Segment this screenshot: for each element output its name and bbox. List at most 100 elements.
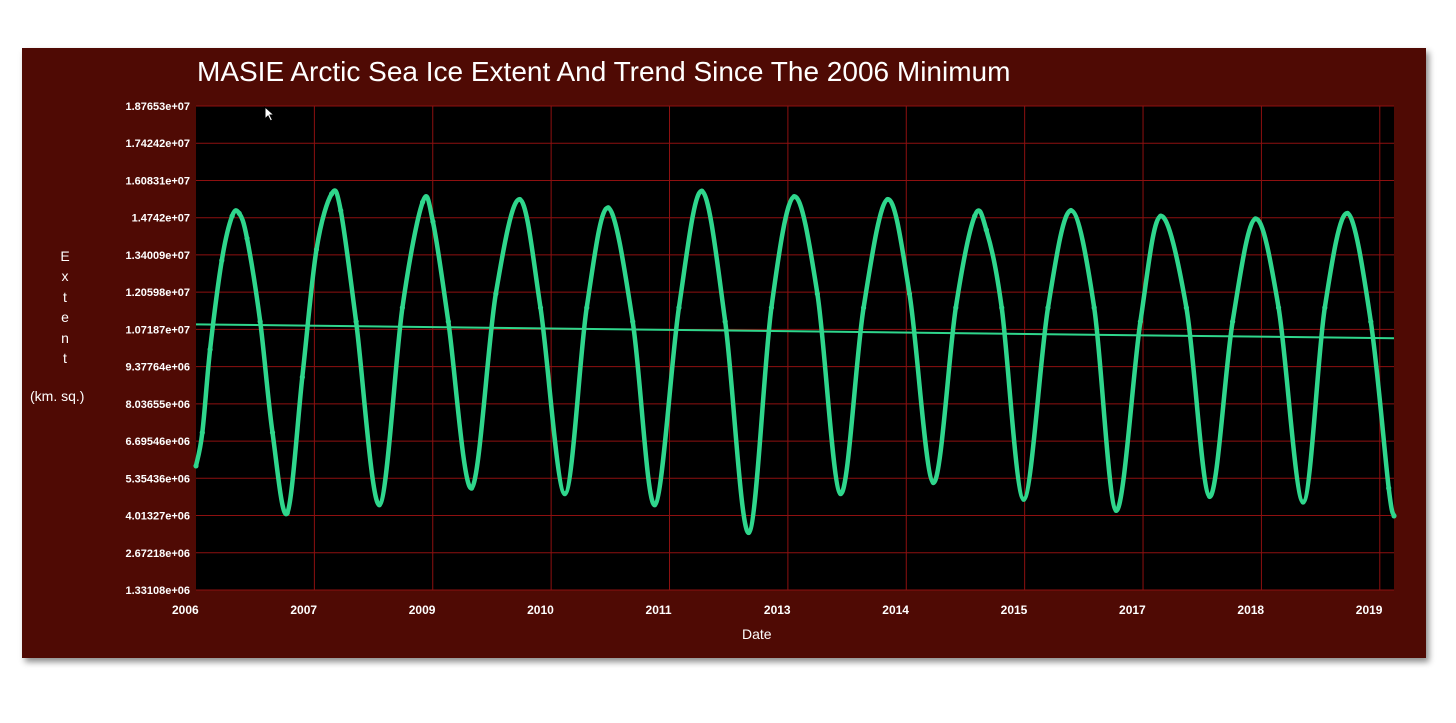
extent-data-point bbox=[1229, 318, 1236, 325]
y-axis-label-letter: E bbox=[60, 248, 70, 264]
extent-data-point bbox=[791, 194, 797, 200]
extent-data-point bbox=[676, 305, 682, 311]
extent-data-point bbox=[229, 213, 235, 219]
extent-data-point bbox=[884, 196, 891, 203]
extent-data-point bbox=[999, 305, 1005, 311]
extent-data-point bbox=[1322, 305, 1328, 311]
extent-data-point bbox=[1300, 499, 1306, 505]
x-tick-label: 2010 bbox=[527, 603, 554, 617]
extent-data-point bbox=[630, 318, 636, 325]
plot-area bbox=[196, 106, 1394, 590]
extent-data-point bbox=[537, 305, 544, 311]
x-tick-label: 2009 bbox=[409, 603, 436, 617]
extent-data-point bbox=[338, 207, 344, 214]
y-axis-label-letter: e bbox=[61, 309, 69, 326]
extent-data-point bbox=[837, 491, 844, 497]
y-axis-units: (km. sq.) bbox=[30, 388, 85, 404]
mouse-cursor-icon bbox=[264, 106, 276, 122]
extent-data-point bbox=[1021, 496, 1027, 502]
extent-data-point bbox=[1045, 305, 1051, 311]
x-tick-label: 2017 bbox=[1119, 603, 1146, 617]
y-tick-label: 6.69546e+06 bbox=[125, 436, 190, 448]
x-tick-label: 2019 bbox=[1356, 603, 1383, 617]
extent-data-point bbox=[430, 219, 436, 225]
extent-data-point bbox=[746, 529, 752, 536]
extent-data-point bbox=[1386, 485, 1392, 491]
y-tick-label: 1.87653e+07 bbox=[125, 101, 190, 113]
extent-data-point bbox=[1368, 318, 1374, 325]
extent-data-point bbox=[1113, 507, 1119, 513]
y-tick-label: 4.01327e+06 bbox=[125, 511, 190, 523]
y-tick-label: 1.4742e+07 bbox=[132, 213, 190, 225]
extent-data-point bbox=[299, 374, 305, 380]
extent-data-point bbox=[244, 235, 250, 241]
extent-data-point bbox=[983, 227, 989, 233]
y-tick-label: 1.07187e+07 bbox=[125, 324, 190, 336]
extent-data-point bbox=[1344, 210, 1351, 216]
extent-data-point bbox=[517, 196, 523, 203]
extent-data-point bbox=[814, 291, 820, 297]
extent-data-point bbox=[972, 213, 978, 219]
y-tick-label: 5.35436e+06 bbox=[125, 473, 190, 485]
y-tick-label: 1.60831e+07 bbox=[125, 175, 190, 187]
x-tick-label: 2015 bbox=[1001, 603, 1028, 617]
extent-data-point bbox=[953, 305, 959, 311]
extent-data-point bbox=[906, 291, 913, 297]
extent-data-point bbox=[605, 205, 611, 211]
extent-data-point bbox=[468, 485, 475, 491]
extent-data-point bbox=[193, 463, 199, 469]
x-tick-label: 2013 bbox=[764, 603, 791, 617]
extent-data-point bbox=[313, 246, 320, 252]
extent-data-point bbox=[419, 199, 426, 205]
extent-data-point bbox=[353, 318, 359, 325]
extent-data-point bbox=[199, 430, 205, 436]
x-tick-label: 2007 bbox=[290, 603, 317, 617]
extent-data-point bbox=[652, 502, 658, 508]
extent-data-point bbox=[269, 430, 276, 436]
x-tick-label: 2006 bbox=[172, 603, 199, 617]
extent-data-point bbox=[219, 257, 225, 264]
x-tick-label: 2018 bbox=[1237, 603, 1264, 617]
x-axis-ticks: 2006 2007 2009 2010 2011 2013 2014 2015 2017 2018… bbox=[172, 603, 1383, 617]
extent-data-point bbox=[493, 291, 499, 297]
extent-data-point bbox=[1275, 305, 1282, 311]
y-axis-label-letter: t bbox=[63, 288, 67, 305]
extent-data-point bbox=[1091, 305, 1097, 311]
y-axis-ticks: 1.87653e+07 1.74242e+07 1.60831e+07 1.4742e… bbox=[125, 101, 190, 597]
extent-data-point bbox=[722, 318, 728, 325]
y-tick-label: 1.34009e+07 bbox=[125, 250, 190, 262]
x-tick-label: 2014 bbox=[882, 603, 909, 617]
extent-data-point bbox=[1183, 305, 1189, 311]
extent-data-point bbox=[257, 318, 263, 325]
extent-data-point bbox=[1207, 493, 1213, 500]
y-tick-label: 1.33108e+06 bbox=[125, 585, 190, 597]
extent-data-point bbox=[860, 305, 867, 311]
extent-data-point bbox=[1068, 207, 1074, 214]
y-tick-label: 9.37764e+06 bbox=[125, 362, 190, 374]
series-layer bbox=[193, 188, 1397, 536]
extent-data-point bbox=[1391, 513, 1397, 519]
x-axis-label: Date bbox=[742, 626, 772, 642]
extent-data-point bbox=[699, 188, 705, 194]
extent-data-point bbox=[1252, 216, 1258, 222]
y-axis-label-letter: n bbox=[61, 329, 69, 346]
extent-data-point bbox=[1158, 213, 1164, 219]
extent-data-point bbox=[399, 305, 405, 311]
y-axis-label-letter: x bbox=[61, 268, 69, 285]
extent-data-point bbox=[1137, 318, 1144, 325]
extent-data-point bbox=[930, 479, 936, 486]
extent-data-point bbox=[329, 191, 335, 197]
extent-data-point bbox=[236, 210, 242, 216]
extent-data-point bbox=[207, 346, 213, 352]
extent-data-point bbox=[376, 502, 382, 508]
y-axis-label-letter: t bbox=[63, 350, 67, 367]
extent-data-point bbox=[768, 305, 774, 311]
extent-data-point bbox=[445, 318, 451, 325]
y-tick-label: 1.20598e+07 bbox=[125, 287, 190, 299]
chart-title: MASIE Arctic Sea Ice Extent And Trend Si… bbox=[197, 56, 1011, 87]
extent-data-point bbox=[562, 491, 568, 497]
trend-line bbox=[195, 323, 1395, 340]
y-tick-label: 1.74242e+07 bbox=[125, 138, 190, 150]
